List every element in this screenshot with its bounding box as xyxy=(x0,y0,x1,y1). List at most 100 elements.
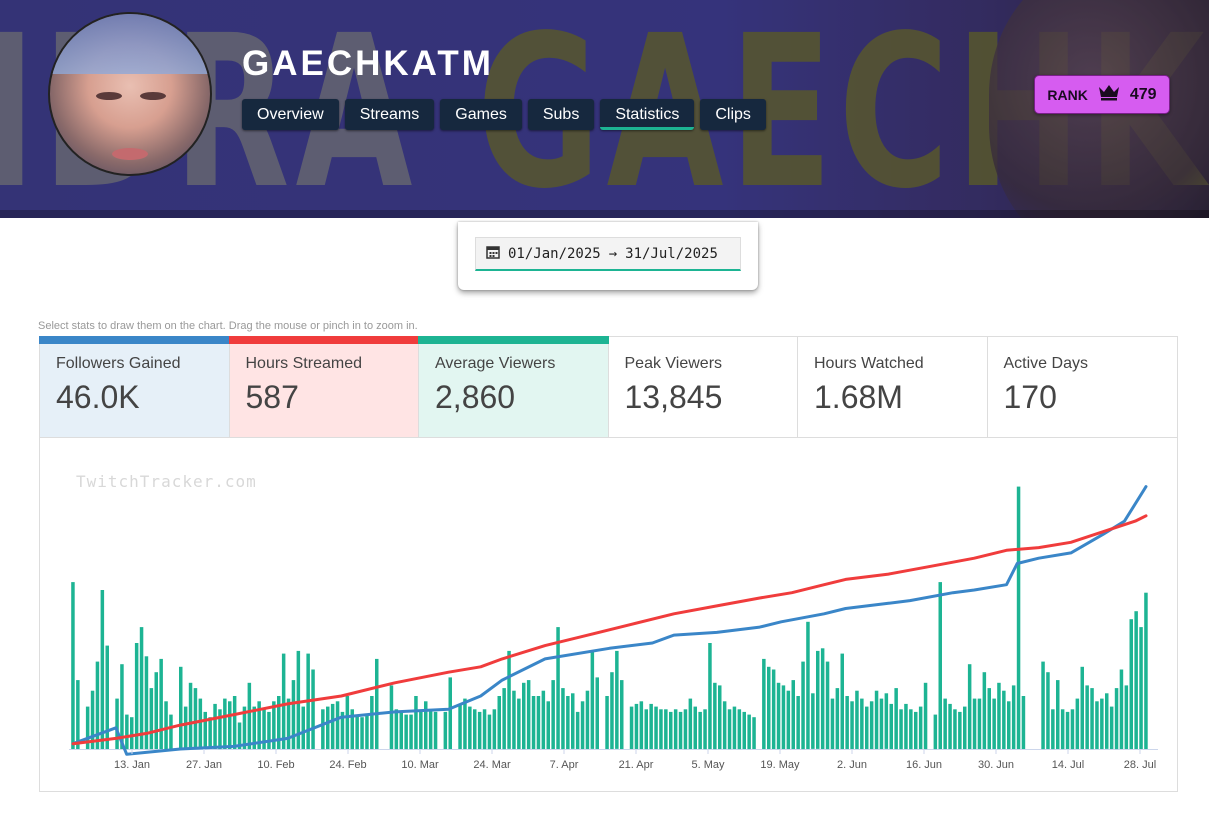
chart-bar xyxy=(389,685,394,749)
chart-bar xyxy=(277,696,281,749)
chart-bar xyxy=(198,698,203,749)
x-tick-label: 14. Jul xyxy=(1052,759,1084,771)
chart-bar xyxy=(419,711,423,749)
chart-bar xyxy=(610,672,614,749)
date-range-panel: 01/Jan/2025 → 31/Jul/2025 xyxy=(458,222,758,290)
x-tick-label: 13. Jan xyxy=(114,759,150,771)
chart-bar xyxy=(428,709,433,750)
chart-bar xyxy=(228,701,232,749)
stat-label: Hours Streamed xyxy=(245,355,363,372)
chart-bar xyxy=(1134,611,1138,749)
chart-bar xyxy=(507,650,511,749)
chart-bar xyxy=(541,690,546,749)
chart-bar xyxy=(90,690,95,749)
tab-games[interactable]: Games xyxy=(440,99,522,130)
chart-bar xyxy=(208,717,212,749)
x-tick-label: 2. Jun xyxy=(837,759,867,771)
tab-streams[interactable]: Streams xyxy=(344,99,435,130)
chart-bar xyxy=(997,682,1001,750)
chart-bar xyxy=(629,706,634,749)
chart-bar xyxy=(580,701,585,749)
stat-peak-viewers[interactable]: Peak Viewers 13,845 xyxy=(608,337,798,437)
tab-statistics[interactable]: Statistics xyxy=(600,99,695,130)
chart-bar xyxy=(1109,706,1114,749)
chart-bar xyxy=(678,711,683,749)
x-tick-label: 24. Mar xyxy=(473,759,511,771)
chart-bar xyxy=(1041,661,1045,750)
chart-bar xyxy=(335,701,340,749)
series-line-followers-gained xyxy=(71,485,1148,756)
tab-clips[interactable]: Clips xyxy=(700,99,766,130)
x-tick-label: 30. Jun xyxy=(978,759,1014,771)
stats-chart[interactable]: TwitchTracker.com 13. Jan 27. Jan 10. Feb 2… xyxy=(39,438,1178,792)
chart-svg[interactable]: 13. Jan 27. Jan 10. Feb 24. Feb 10. Mar 24. M… xyxy=(40,438,1177,792)
chart-bar xyxy=(664,709,668,750)
chart-bar xyxy=(321,709,325,750)
chart-bar xyxy=(85,706,90,749)
chart-bar xyxy=(938,582,942,749)
chart-bar xyxy=(909,709,913,750)
chart-bar xyxy=(914,711,918,749)
chart-bar xyxy=(536,696,541,749)
chart-bar xyxy=(963,706,967,749)
chart-bar xyxy=(522,682,526,750)
stat-average-viewers[interactable]: Average Viewers 2,860 xyxy=(418,336,609,437)
chart-bar xyxy=(737,709,742,750)
rank-value: 479 xyxy=(1129,85,1157,103)
chart-bar xyxy=(767,666,771,749)
chart-bar xyxy=(257,701,261,749)
chart-bar xyxy=(850,701,854,749)
x-tick-label: 10. Mar xyxy=(401,759,439,771)
chart-bar xyxy=(801,661,805,750)
chart-bar xyxy=(816,650,820,749)
chart-bar xyxy=(933,714,938,750)
chart-bar xyxy=(409,714,413,750)
chart-bar xyxy=(193,688,198,750)
chart-bar xyxy=(811,693,815,749)
chart-bar xyxy=(713,682,717,750)
chart-bar xyxy=(1119,669,1124,749)
chart-bar xyxy=(585,690,590,749)
channel-name: GAECHKATM xyxy=(242,44,494,83)
chart-bar xyxy=(149,688,154,750)
chart-bar xyxy=(1065,711,1070,749)
stat-value: 46.0K xyxy=(56,379,140,415)
stat-hours-streamed[interactable]: Hours Streamed 587 xyxy=(228,336,419,437)
stat-label: Active Days xyxy=(1003,355,1088,372)
x-tick-label: 21. Apr xyxy=(619,759,654,771)
chart-bar xyxy=(139,627,144,749)
chart-bar xyxy=(370,696,374,749)
chart-bar xyxy=(1090,688,1094,750)
chart-bar xyxy=(669,711,673,749)
rank-badge[interactable]: RANK 479 xyxy=(1034,75,1170,114)
tab-overview[interactable]: Overview xyxy=(242,99,339,130)
chart-bar xyxy=(360,717,364,749)
chart-bar xyxy=(771,669,776,749)
chart-bar xyxy=(1114,688,1119,750)
stat-label: Average Viewers xyxy=(435,355,556,372)
x-tick-label: 27. Jan xyxy=(186,759,222,771)
chart-bar xyxy=(130,717,134,749)
chart-bar xyxy=(463,698,467,749)
tab-subs[interactable]: Subs xyxy=(527,99,595,130)
chart-bar xyxy=(296,650,301,749)
chart-bar xyxy=(1051,709,1055,750)
chart-bar xyxy=(889,703,893,749)
chart-bar xyxy=(869,701,874,749)
x-tick-label: 28. Jul xyxy=(1124,759,1156,771)
chart-bar xyxy=(512,690,516,749)
channel-avatar xyxy=(48,12,212,176)
chart-bar xyxy=(791,680,795,749)
stat-followers-gained[interactable]: Followers Gained 46.0K xyxy=(39,336,230,437)
chart-bar xyxy=(223,698,227,749)
date-range-picker[interactable]: 01/Jan/2025 → 31/Jul/2025 xyxy=(475,237,741,271)
rank-label: RANK xyxy=(1047,86,1088,103)
chart-bar xyxy=(894,688,898,750)
chart-bar xyxy=(693,706,697,749)
chart-bar xyxy=(825,661,830,750)
channel-nav: Overview Streams Games Subs Statistics C… xyxy=(242,99,766,130)
chart-bar xyxy=(232,696,237,749)
stat-active-days[interactable]: Active Days 170 xyxy=(987,337,1177,437)
x-tick-label: 10. Feb xyxy=(257,759,294,771)
stat-hours-watched[interactable]: Hours Watched 1.68M xyxy=(798,337,988,437)
